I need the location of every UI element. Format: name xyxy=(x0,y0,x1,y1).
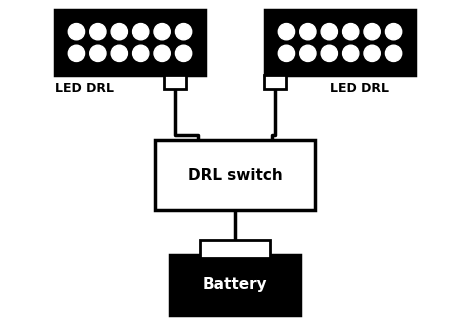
Circle shape xyxy=(90,24,106,40)
Bar xyxy=(170,255,300,315)
Text: LED DRL: LED DRL xyxy=(330,82,389,95)
Bar xyxy=(264,75,286,89)
Circle shape xyxy=(68,24,84,40)
Bar xyxy=(200,240,270,258)
Circle shape xyxy=(154,24,170,40)
Circle shape xyxy=(343,24,359,40)
Circle shape xyxy=(364,45,380,61)
Circle shape xyxy=(68,45,84,61)
Circle shape xyxy=(364,24,380,40)
Text: LED DRL: LED DRL xyxy=(55,82,114,95)
Bar xyxy=(155,140,315,210)
Text: Battery: Battery xyxy=(203,277,267,293)
Text: DRL switch: DRL switch xyxy=(188,168,283,182)
Bar xyxy=(265,10,415,75)
Circle shape xyxy=(385,45,401,61)
Circle shape xyxy=(175,24,191,40)
Circle shape xyxy=(154,45,170,61)
Bar xyxy=(164,75,186,89)
Circle shape xyxy=(300,45,316,61)
Circle shape xyxy=(278,45,294,61)
Circle shape xyxy=(175,45,191,61)
Circle shape xyxy=(111,24,128,40)
Circle shape xyxy=(278,24,294,40)
Circle shape xyxy=(343,45,359,61)
Circle shape xyxy=(90,45,106,61)
Circle shape xyxy=(133,24,149,40)
Circle shape xyxy=(133,45,149,61)
Bar xyxy=(55,10,205,75)
Circle shape xyxy=(321,45,337,61)
Circle shape xyxy=(321,24,337,40)
Circle shape xyxy=(385,24,401,40)
Circle shape xyxy=(111,45,128,61)
Circle shape xyxy=(300,24,316,40)
